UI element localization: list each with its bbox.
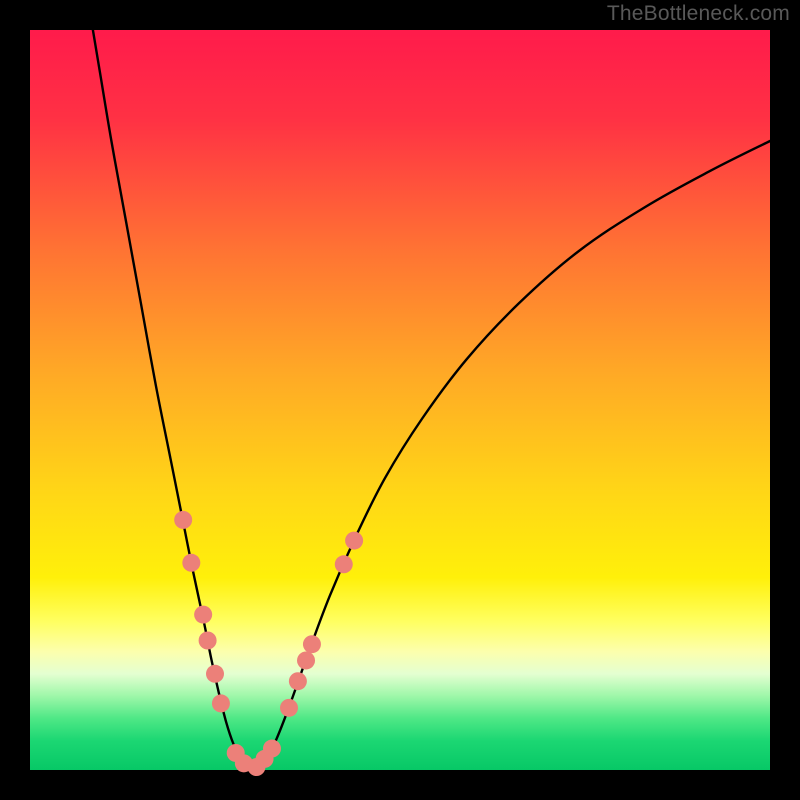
data-marker: [263, 740, 281, 758]
data-marker: [280, 699, 298, 717]
data-marker: [297, 651, 315, 669]
chart-canvas: TheBottleneck.com: [0, 0, 800, 800]
data-marker: [199, 632, 217, 650]
data-marker: [206, 665, 224, 683]
data-marker: [212, 694, 230, 712]
watermark-text: TheBottleneck.com: [607, 2, 790, 26]
data-marker: [194, 606, 212, 624]
data-marker: [182, 554, 200, 572]
data-marker: [345, 532, 363, 550]
data-marker: [289, 672, 307, 690]
bottleneck-chart-svg: [0, 0, 800, 800]
data-marker: [335, 555, 353, 573]
gradient-background: [30, 30, 770, 770]
data-marker: [174, 511, 192, 529]
data-marker: [303, 635, 321, 653]
